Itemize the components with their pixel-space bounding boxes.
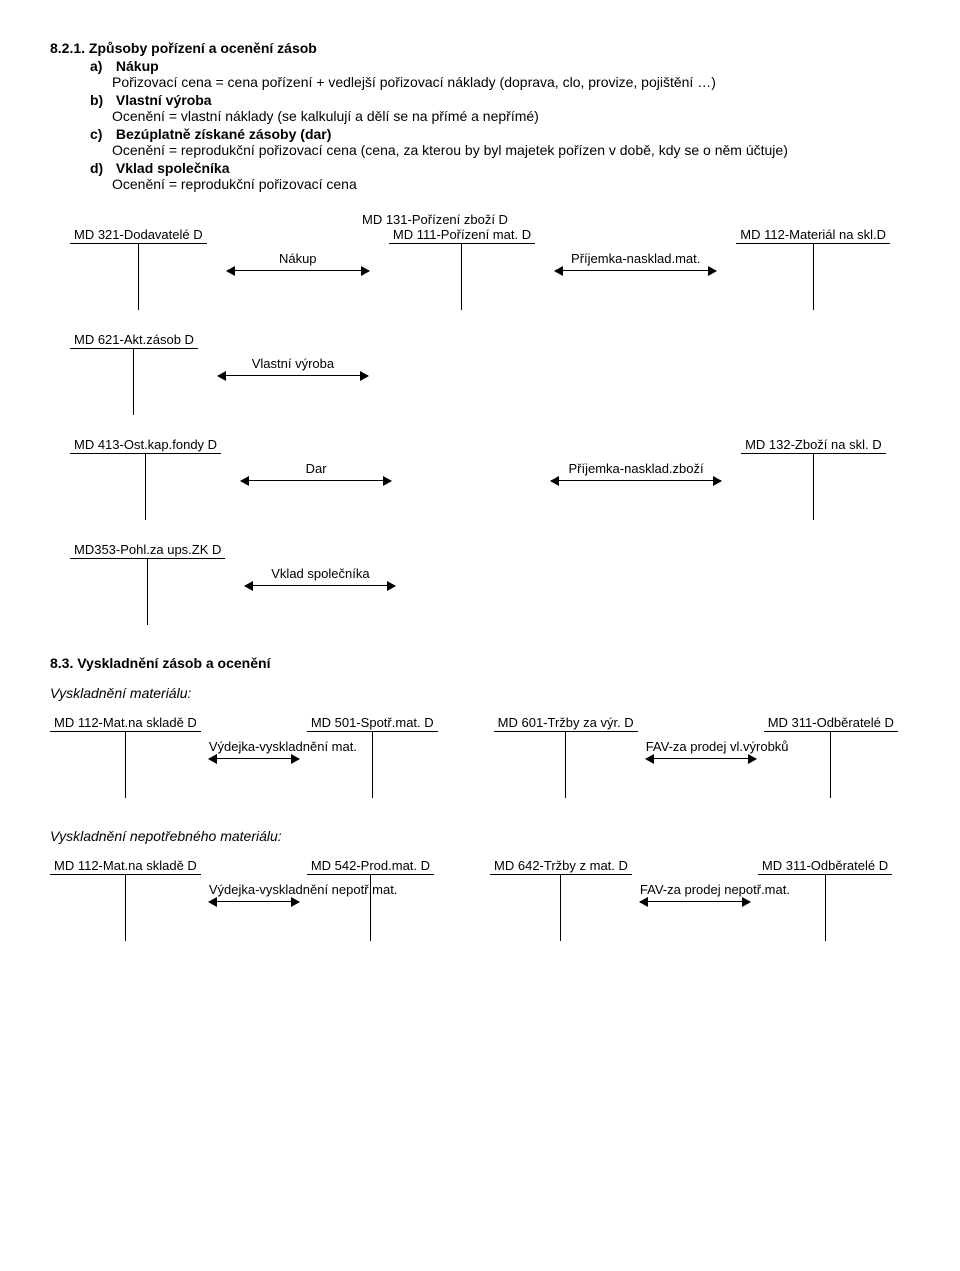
acc-542-label: MD 542-Prod.mat. D	[307, 858, 434, 875]
row-vklad: MD353-Pohl.za ups.ZK D Vklad společníka	[50, 542, 910, 625]
label-b: Vlastní výroba	[116, 92, 212, 108]
acc-132: MD 132-Zboží na skl. D	[741, 437, 886, 520]
detail-d: Ocenění = reprodukční pořizovací cena	[112, 176, 910, 192]
acc-112-a: MD 112-Mat.na skladě D	[50, 715, 201, 798]
detail-c: Ocenění = reprodukční pořizovací cena (c…	[112, 142, 910, 158]
arrow-vydejka-b: Výdejka-vyskladnění nepotř.mat.	[209, 882, 299, 902]
arrow-vydejka-b-label: Výdejka-vyskladnění nepotř.mat.	[209, 882, 299, 901]
heading-821: 8.2.1. Způsoby pořízení a ocenění zásob	[50, 40, 910, 56]
arrow-nakup: Nákup	[227, 251, 369, 271]
heading-83: 8.3. Vyskladnění zásob a ocenění	[50, 655, 910, 671]
acc-311-b: MD 311-Odběratelé D	[758, 858, 892, 941]
sub-vyskladneni-nepotr: Vyskladnění nepotřebného materiálu:	[50, 828, 910, 844]
acc-601: MD 601-Tržby za výr. D	[494, 715, 638, 798]
acc-413: MD 413-Ost.kap.fondy D	[70, 437, 221, 520]
arrow-vydejka-a: Výdejka-vyskladnění mat.	[209, 739, 299, 759]
diagram-1: MD 131-Pořízení zboží D MD 321-Dodavatel…	[50, 212, 910, 625]
acc-501-label: MD 501-Spotř.mat. D	[307, 715, 438, 732]
item-c: c) Bezúplatně získané zásoby (dar) Oceně…	[90, 126, 910, 158]
arrow-fav-a-label: FAV-za prodej vl.výrobků	[646, 739, 756, 758]
acc-621: MD 621-Akt.zásob D	[70, 332, 198, 415]
row-vlastni: MD 621-Akt.zásob D Vlastní výroba	[50, 332, 910, 415]
arrow-dar: Dar	[241, 461, 391, 481]
acc-321-label: MD 321-Dodavatelé D	[70, 227, 207, 244]
arrow-vlastni: Vlastní výroba	[218, 356, 368, 376]
acc-311-a-label: MD 311-Odběratelé D	[764, 715, 898, 732]
acc-112-b-label: MD 112-Mat.na skladě D	[50, 858, 201, 875]
marker-a: a)	[90, 58, 112, 74]
acc-642-label: MD 642-Tržby z mat. D	[490, 858, 632, 875]
list-821: a) Nákup Pořizovací cena = cena pořízení…	[90, 58, 910, 192]
acc-353-label: MD353-Pohl.za ups.ZK D	[70, 542, 225, 559]
acc-621-label: MD 621-Akt.zásob D	[70, 332, 198, 349]
acc-311-a: MD 311-Odběratelé D	[764, 715, 898, 798]
row-vyskladneni-b: MD 112-Mat.na skladě D Výdejka-vyskladně…	[50, 858, 910, 941]
acc-131: MD 131-Pořízení zboží D	[362, 212, 910, 227]
acc-112-a-label: MD 112-Mat.na skladě D	[50, 715, 201, 732]
item-d: d) Vklad společníka Ocenění = reprodukčn…	[90, 160, 910, 192]
acc-112-b: MD 112-Mat.na skladě D	[50, 858, 201, 941]
label-c: Bezúplatně získané zásoby (dar)	[116, 126, 332, 142]
acc-321: MD 321-Dodavatelé D	[70, 227, 207, 310]
acc-413-label: MD 413-Ost.kap.fondy D	[70, 437, 221, 454]
arrow-dar-label: Dar	[241, 461, 391, 480]
acc-542: MD 542-Prod.mat. D	[307, 858, 434, 941]
item-b: b) Vlastní výroba Ocenění = vlastní nákl…	[90, 92, 910, 124]
arrow-nakup-label: Nákup	[227, 251, 369, 270]
acc-311-b-label: MD 311-Odběratelé D	[758, 858, 892, 875]
marker-b: b)	[90, 92, 112, 108]
detail-a: Pořizovací cena = cena pořízení + vedlej…	[112, 74, 910, 90]
acc-353: MD353-Pohl.za ups.ZK D	[70, 542, 225, 625]
marker-c: c)	[90, 126, 112, 142]
arrow-vydejka-a-label: Výdejka-vyskladnění mat.	[209, 739, 299, 758]
item-a: a) Nákup Pořizovací cena = cena pořízení…	[90, 58, 910, 90]
marker-d: d)	[90, 160, 112, 176]
label-a: Nákup	[116, 58, 159, 74]
acc-112-label: MD 112-Materiál na skl.D	[736, 227, 890, 244]
acc-601-label: MD 601-Tržby za výr. D	[494, 715, 638, 732]
row-dar: MD 413-Ost.kap.fondy D Dar Příjemka-nask…	[50, 437, 910, 520]
arrow-prijemka-mat: Příjemka-nasklad.mat.	[555, 251, 716, 271]
arrow-vklad-label: Vklad společníka	[245, 566, 395, 585]
arrow-prijemka-mat-label: Příjemka-nasklad.mat.	[555, 251, 716, 270]
arrow-fav-b: FAV-za prodej nepotř.mat.	[640, 882, 750, 902]
label-d: Vklad společníka	[116, 160, 230, 176]
acc-112: MD 112-Materiál na skl.D	[736, 227, 890, 310]
row-vyskladneni-a: MD 112-Mat.na skladě D Výdejka-vyskladně…	[50, 715, 910, 798]
arrow-fav-a: FAV-za prodej vl.výrobků	[646, 739, 756, 759]
acc-111: MD 111-Pořízení mat. D	[389, 227, 535, 310]
arrow-vlastni-label: Vlastní výroba	[218, 356, 368, 375]
arrow-vklad: Vklad společníka	[245, 566, 395, 586]
arrow-prijemka-zbozi: Příjemka-nasklad.zboží	[551, 461, 721, 481]
acc-111-label: MD 111-Pořízení mat. D	[389, 227, 535, 244]
arrow-fav-b-label: FAV-za prodej nepotř.mat.	[640, 882, 750, 901]
arrow-prijemka-zbozi-label: Příjemka-nasklad.zboží	[551, 461, 721, 480]
acc-501: MD 501-Spotř.mat. D	[307, 715, 438, 798]
detail-b: Ocenění = vlastní náklady (se kalkulují …	[112, 108, 910, 124]
acc-642: MD 642-Tržby z mat. D	[490, 858, 632, 941]
row-nakup: MD 321-Dodavatelé D Nákup MD 111-Pořízen…	[50, 227, 910, 310]
sub-vyskladneni-mat: Vyskladnění materiálu:	[50, 685, 910, 701]
acc-132-label: MD 132-Zboží na skl. D	[741, 437, 886, 454]
